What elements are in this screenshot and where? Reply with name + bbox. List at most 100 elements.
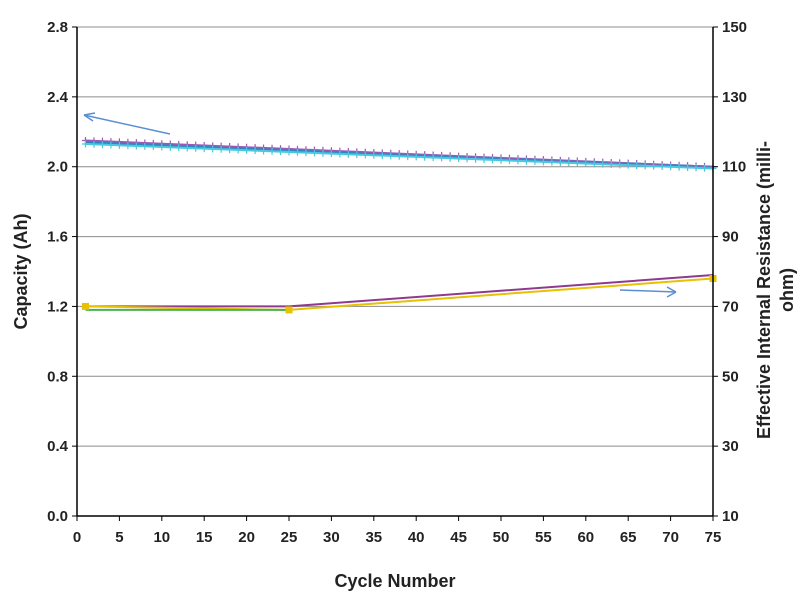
capacity-point	[132, 142, 140, 150]
left-axis-arrowhead	[83, 112, 96, 122]
capacity-point	[209, 145, 217, 153]
capacity-point	[175, 144, 183, 152]
marker-layer	[81, 137, 717, 314]
y2-tick-label: 150	[722, 19, 747, 36]
capacity-point	[319, 149, 327, 157]
y-tick-label: 0.8	[47, 368, 68, 385]
x-tick-label: 30	[323, 529, 340, 546]
x-tick-label: 55	[535, 529, 552, 546]
y-axis-title: Capacity (Ah)	[11, 213, 31, 329]
capacity-point	[378, 152, 386, 160]
capacity-point	[192, 144, 200, 152]
left-axis-arrow	[83, 114, 171, 135]
right-axis-arrowhead	[666, 286, 677, 298]
y2-axis-title-line2: ohm)	[777, 268, 797, 312]
capacity-point	[616, 161, 624, 169]
capacity-point	[115, 141, 123, 149]
y2-tick-label: 30	[722, 438, 739, 455]
capacity-point	[353, 151, 361, 159]
x-tick-label: 15	[196, 529, 213, 546]
capacity-point	[268, 147, 276, 155]
capacity-point	[158, 143, 166, 151]
capacity-point	[455, 155, 463, 163]
x-tick-label: 35	[365, 529, 382, 546]
capacity-point	[522, 157, 530, 165]
capacity-point	[285, 148, 293, 156]
capacity-point	[675, 163, 683, 171]
y-tick-label: 2.8	[47, 19, 68, 36]
capacity-point	[650, 162, 658, 170]
x-tick-label: 40	[408, 529, 425, 546]
capacity-point	[658, 162, 666, 170]
right-axis-arrow	[619, 289, 677, 293]
resistance-point	[81, 302, 89, 310]
annotation-layer	[83, 112, 677, 298]
capacity-point	[243, 146, 251, 154]
capacity-point	[344, 150, 352, 158]
y2-tick-label: 70	[722, 298, 739, 315]
capacity-point	[141, 142, 149, 150]
capacity-point	[514, 157, 522, 165]
y2-tick-label: 90	[722, 229, 739, 246]
capacity-point	[124, 142, 132, 150]
capacity-point	[429, 154, 437, 162]
capacity-point	[480, 156, 488, 164]
capacity-point	[277, 148, 285, 156]
x-tick-label: 60	[577, 529, 594, 546]
capacity-point	[302, 149, 310, 157]
capacity-point	[149, 143, 157, 151]
capacity-point	[327, 150, 335, 158]
capacity-point	[692, 164, 700, 172]
capacity-point	[166, 143, 174, 151]
capacity-point	[293, 148, 301, 156]
capacity-point	[370, 151, 378, 159]
capacity-point	[607, 160, 615, 168]
x-tick-label: 5	[115, 529, 123, 546]
capacity-point	[531, 158, 539, 166]
capacity-point	[556, 159, 564, 167]
y2-tick-label: 110	[722, 159, 746, 176]
y-tick-label: 0.0	[47, 508, 68, 525]
resistance-point	[285, 306, 293, 314]
capacity-point	[200, 145, 208, 153]
capacity-point	[260, 147, 268, 155]
capacity-point	[446, 154, 454, 162]
capacity-point	[361, 151, 369, 159]
capacity-point	[81, 140, 89, 148]
capacity-point	[701, 164, 709, 172]
x-axis-title: Cycle Number	[334, 571, 455, 591]
capacity-point	[98, 141, 106, 149]
capacity-point	[183, 144, 191, 152]
capacity-point	[641, 162, 649, 170]
capacity-point	[412, 153, 420, 161]
capacity-point	[421, 153, 429, 161]
axes-layer	[72, 26, 718, 521]
capacity-point	[438, 154, 446, 162]
y2-tick-label: 10	[722, 508, 739, 525]
y2-tick-label: 130	[722, 89, 747, 106]
labels-layer: 0.00.40.81.21.62.02.42.81030507090110130…	[11, 19, 797, 591]
capacity-point	[489, 156, 497, 164]
capacity-point	[217, 145, 225, 153]
capacity-point	[336, 150, 344, 158]
capacity-point	[565, 159, 573, 167]
y2-axis-title-line1: Effective Internal Resistance (milli-	[754, 141, 774, 439]
capacity-point	[573, 159, 581, 167]
x-tick-label: 0	[73, 529, 81, 546]
capacity-point	[226, 146, 234, 154]
capacity-point	[234, 146, 242, 154]
capacity-point	[472, 155, 480, 163]
capacity-point	[505, 157, 513, 165]
x-tick-label: 25	[281, 529, 298, 546]
y-tick-label: 1.2	[47, 298, 68, 315]
capacity-point	[395, 152, 403, 160]
capacity-point	[310, 149, 318, 157]
y-tick-label: 1.6	[47, 229, 68, 246]
x-tick-label: 10	[153, 529, 170, 546]
x-tick-label: 75	[705, 529, 722, 546]
capacity-point	[582, 160, 590, 168]
x-tick-label: 65	[620, 529, 637, 546]
x-tick-label: 20	[238, 529, 255, 546]
